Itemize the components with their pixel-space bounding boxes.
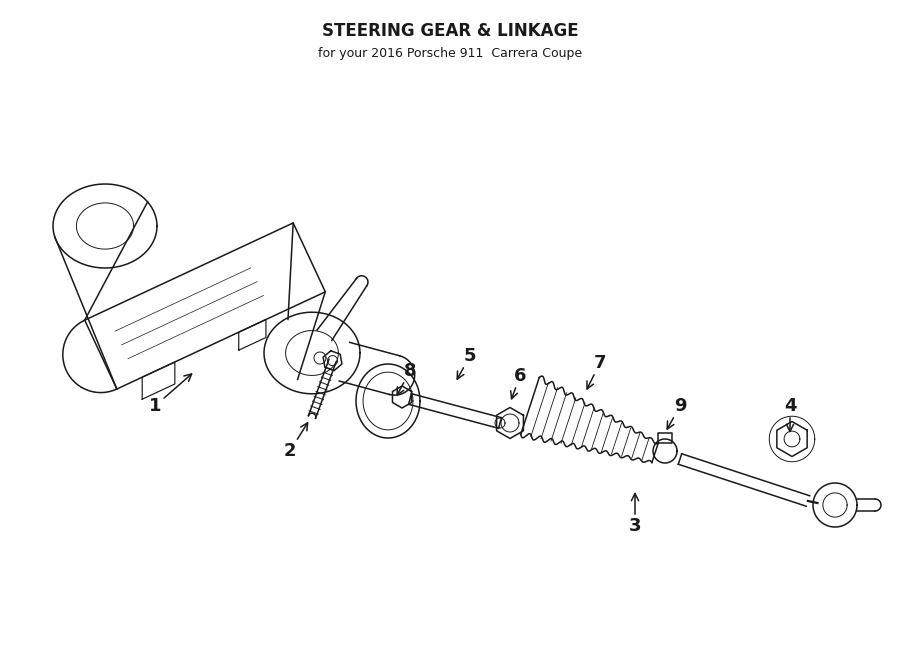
Text: 1: 1 — [148, 374, 192, 415]
Text: for your 2016 Porsche 911  Carrera Coupe: for your 2016 Porsche 911 Carrera Coupe — [318, 46, 582, 59]
Text: 4: 4 — [784, 397, 796, 432]
Text: 3: 3 — [629, 494, 641, 535]
Text: STEERING GEAR & LINKAGE: STEERING GEAR & LINKAGE — [321, 22, 579, 40]
Text: 8: 8 — [397, 362, 417, 395]
Text: 7: 7 — [587, 354, 607, 389]
Text: 5: 5 — [457, 347, 476, 379]
Text: 2: 2 — [284, 423, 308, 460]
Text: 6: 6 — [510, 367, 526, 399]
Text: 9: 9 — [667, 397, 686, 429]
